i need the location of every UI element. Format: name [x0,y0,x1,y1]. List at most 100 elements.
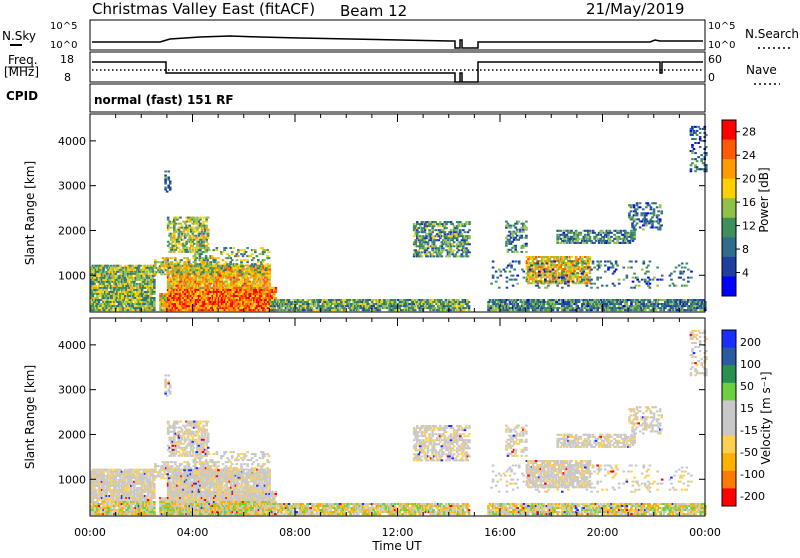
power-cell [208,297,211,299]
power-cell [517,221,520,223]
power-cell [107,299,110,301]
power-cell [207,229,210,231]
power-cell [211,271,214,273]
power-cell [124,295,127,297]
power-cell [457,299,460,301]
freq-panel [90,52,705,82]
power-cell [246,247,249,249]
power-cell [191,227,194,229]
power-cell [461,233,464,235]
power-cell [174,257,177,259]
power-cell [558,307,561,309]
power-cell [456,227,459,229]
power-cell [203,259,206,261]
power-cell [516,303,519,305]
power-cell [167,219,170,221]
power-cell [275,287,278,289]
power-cell [175,243,178,245]
power-cell [523,299,526,301]
power-cell [454,305,457,307]
power-cell [174,263,177,265]
power-cell [408,305,411,307]
power-cell [450,247,453,249]
power-cell [262,285,265,287]
power-cell [386,299,389,301]
power-cell [519,299,522,301]
power-cell [465,221,468,223]
power-cell [456,239,459,241]
power-cell [655,309,658,311]
power-cell [98,281,101,283]
power-cell [247,277,250,279]
power-cell [508,231,511,233]
power-cell [448,253,451,255]
power-cell [259,281,262,283]
power-cell [684,305,687,307]
power-cell [199,285,202,287]
power-cell [205,241,208,243]
power-cell [412,303,415,305]
power-cell [200,269,203,271]
power-cell [259,287,262,289]
power-cell [510,227,513,229]
power-cell [205,255,208,257]
power-cell [268,285,271,287]
power-cell [439,237,442,239]
power-cell [543,303,546,305]
power-cell [136,287,139,289]
power-cell [196,267,199,269]
power-cell [228,255,231,257]
power-cell [202,223,205,225]
power-cell [513,231,516,233]
power-cell [280,307,283,309]
power-cell [509,309,512,311]
power-cell [195,293,198,295]
power-cell [225,279,228,281]
power-cell [449,309,452,311]
power-cell [656,305,659,307]
power-cell [185,243,188,245]
power-cell [459,221,462,223]
power-cell [462,247,465,249]
power-cell [445,299,448,301]
power-cell [511,233,514,235]
power-cell [221,279,224,281]
power-cell [164,179,167,181]
power-cell [454,303,457,305]
power-cell [198,235,201,237]
power-cell [536,268,539,270]
power-cell [427,255,430,257]
power-cell [124,277,127,279]
power-cell [463,309,466,311]
power-cell [216,263,219,265]
power-cell [222,283,225,285]
power-cell [102,273,105,275]
power-cell [686,303,689,305]
power-cell [316,307,319,309]
power-cell [194,253,197,255]
power-cell [441,245,444,247]
power-cell [110,309,113,311]
power-cell [124,265,127,267]
power-cell [303,309,306,311]
power-cell [248,273,251,275]
power-cell [200,267,203,269]
power-cell [191,285,194,287]
power-cell [168,277,171,279]
power-cell [275,291,278,293]
power-cell [422,221,425,223]
power-cell [177,267,180,269]
power-cell [164,189,167,191]
power-cell [239,267,242,269]
power-cell [139,265,142,267]
power-cell [141,289,144,291]
power-cell [522,247,525,249]
power-cell [675,307,678,309]
power-cell [110,307,113,309]
power-cell [250,301,253,303]
power-cell [257,267,260,269]
power-cell [504,301,507,303]
power-cell [549,274,552,276]
power-cell [516,229,519,231]
power-cell [182,231,185,233]
